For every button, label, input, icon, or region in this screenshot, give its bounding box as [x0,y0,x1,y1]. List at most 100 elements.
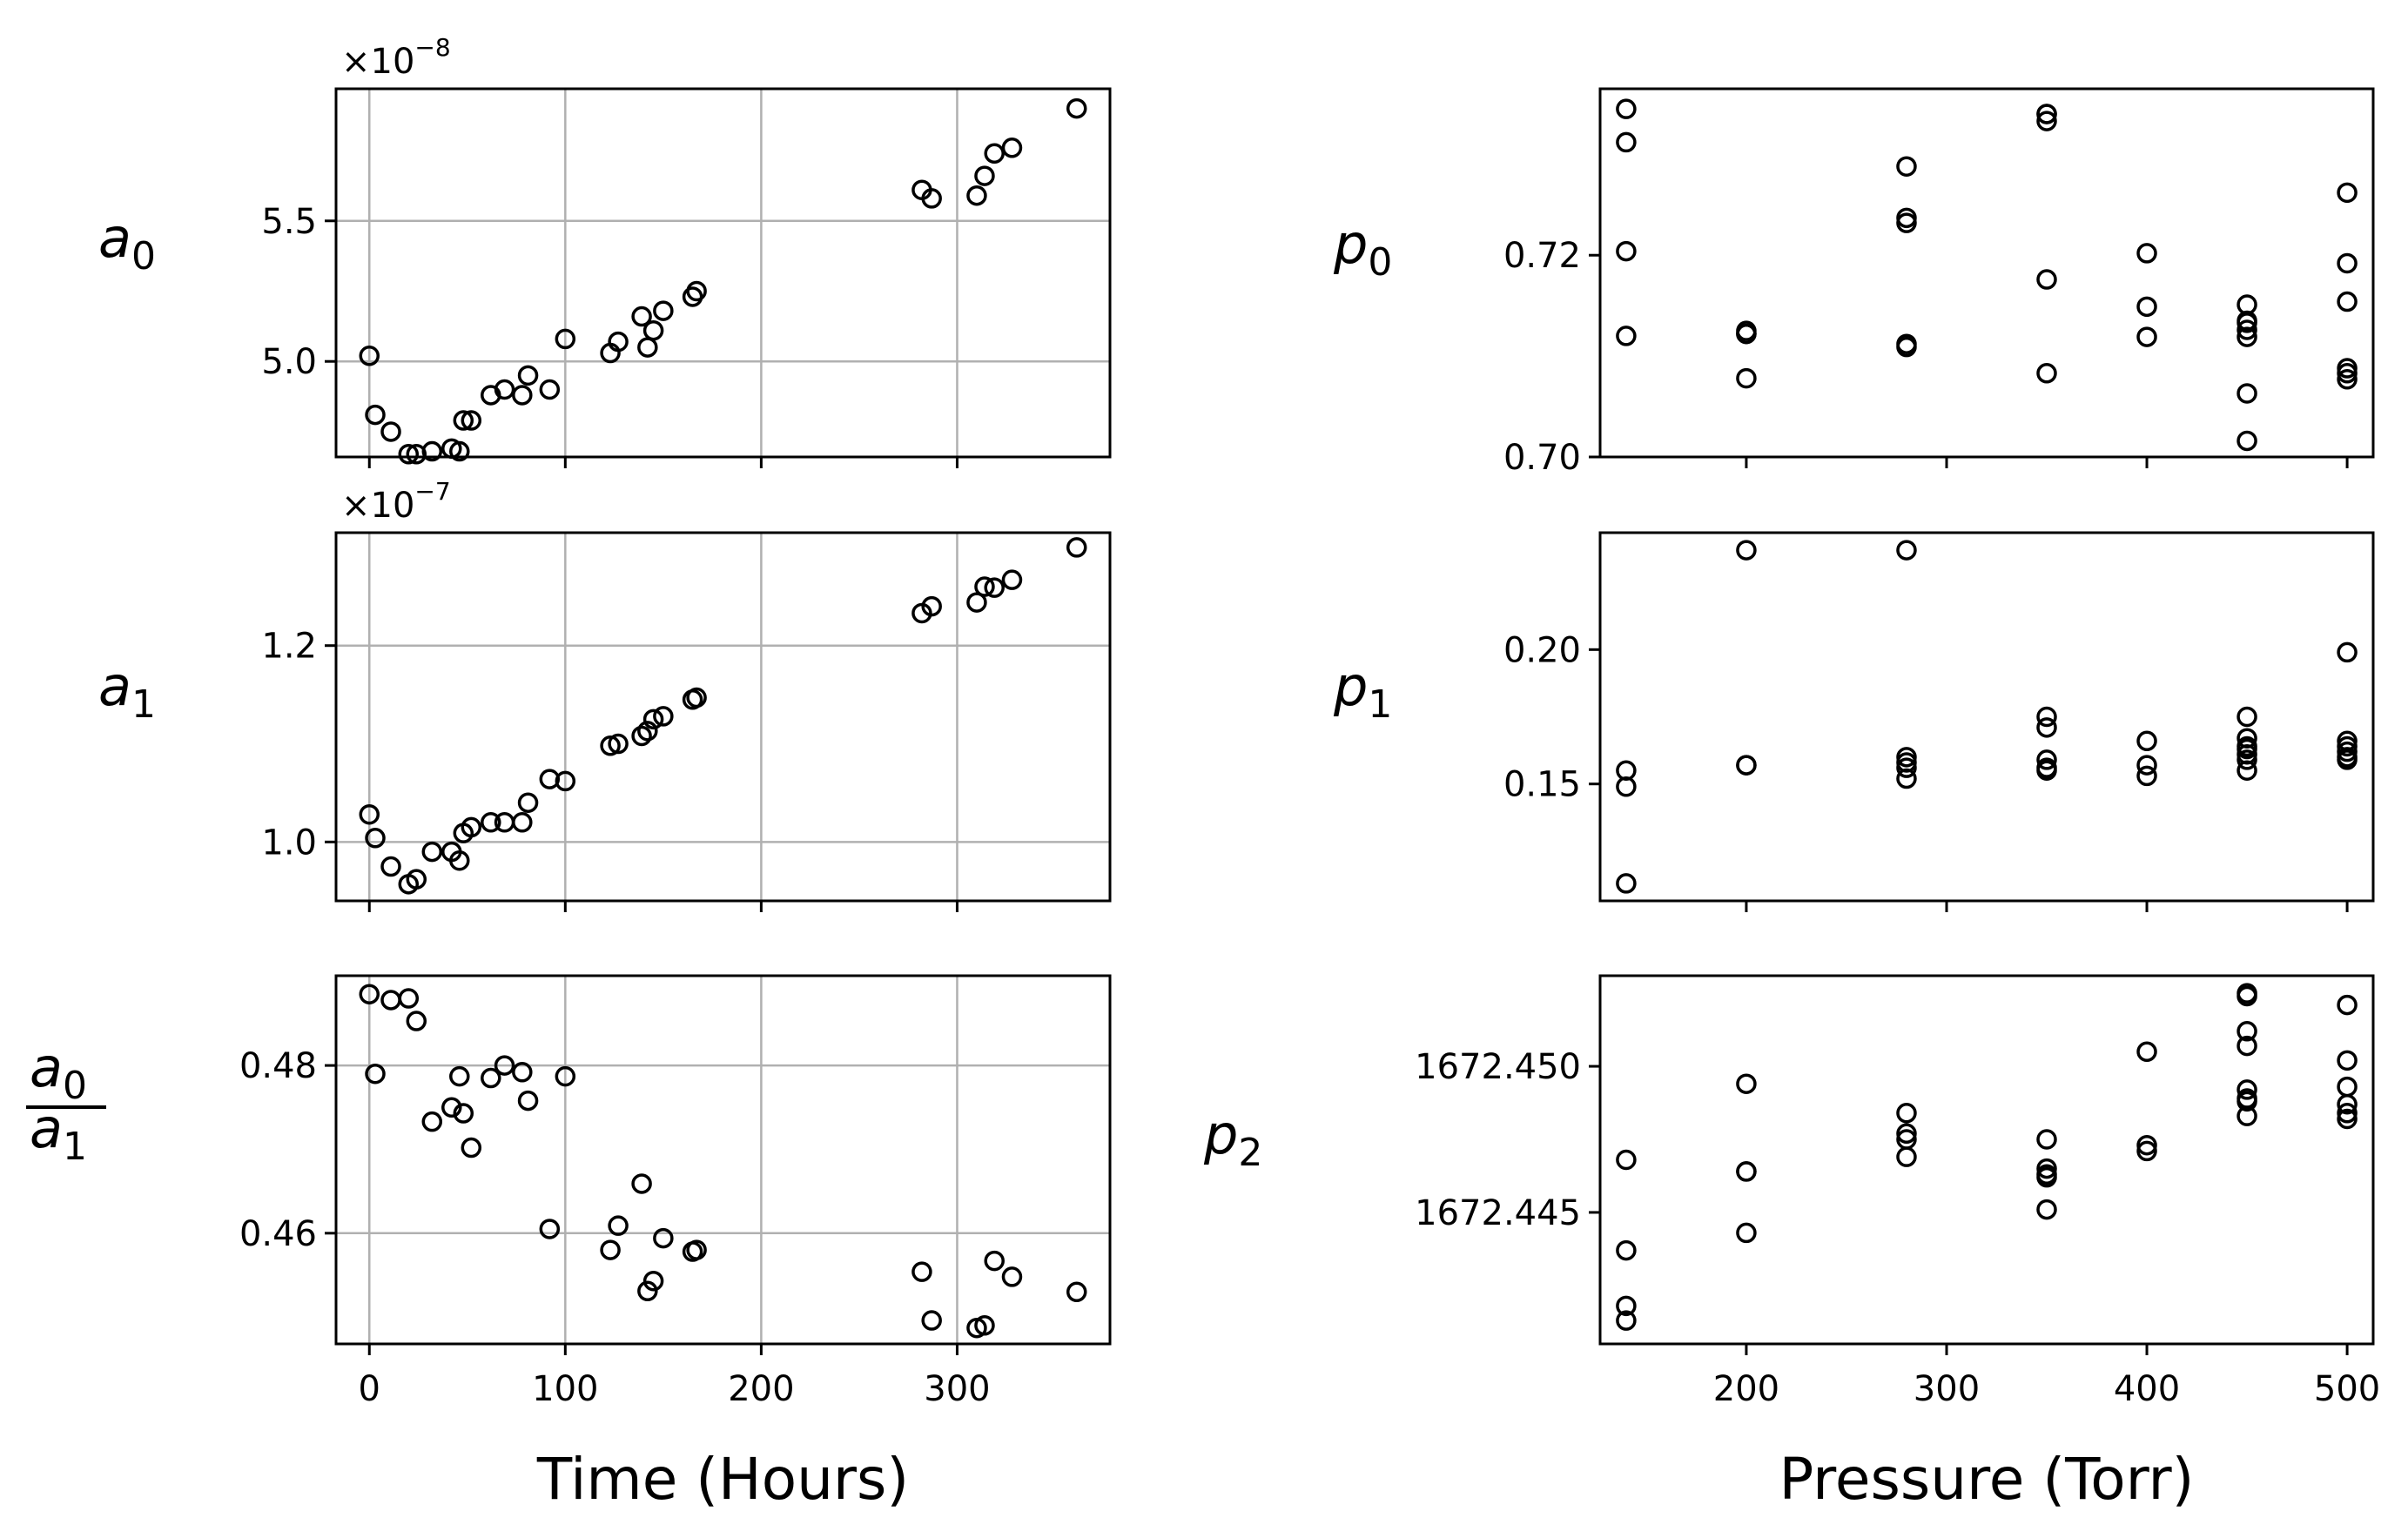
data-point [481,812,501,833]
numerator-subscript: 0 [63,1064,87,1108]
data-point [1736,367,1757,389]
data-point [1896,747,1917,768]
data-point [1001,138,1023,158]
data-point [2236,383,2257,404]
y-tick-label: 1672.445 [1415,1193,1581,1233]
data-point [2136,755,2157,776]
y-label-subscript: 0 [1368,240,1392,285]
data-point [2236,706,2257,728]
data-point [555,1065,576,1087]
data-point [1896,336,1917,358]
denominator-subscript: 1 [63,1125,87,1169]
data-point [494,1055,515,1076]
data-point [1616,1239,1637,1261]
data-point [2036,1164,2057,1185]
data-point [686,280,707,302]
data-point [1896,212,1917,233]
y-tick-label: 0.46 [239,1214,317,1254]
y-tick-label: 5.0 [261,342,317,382]
data-point [637,1280,658,1302]
data-point [2036,706,2057,728]
data-point [365,828,386,849]
data-point [1001,1266,1023,1287]
data-point [453,1103,474,1124]
data-point [1616,131,1637,153]
offset-label: ×10−7 [341,477,451,526]
data-point [631,306,652,327]
data-point [1066,537,1087,558]
data-point [984,1250,1005,1272]
y-label-subscript: 1 [131,682,156,727]
data-point [2136,730,2157,752]
data-point [421,440,443,462]
x-tick-label: 400 [2114,1369,2180,1409]
x-tick-label: 500 [2314,1369,2380,1409]
data-point [2337,994,2358,1016]
subplot-p2: 200 300 400 500 1672.445 1672.450 p2 Pressure (… [1203,974,2380,1513]
data-point [2036,363,2057,384]
data-point [2136,296,2157,318]
offset-label: ×10−8 [341,33,451,82]
data-point [2036,1199,2057,1220]
data-point [2236,1105,2257,1126]
data-point [921,188,942,209]
y-tick-label: 0.20 [1503,630,1581,670]
offset-exponent: −7 [414,477,450,506]
data-point [974,1315,995,1336]
data-point [512,812,533,833]
data-point [1896,1146,1917,1167]
data-point [600,1239,621,1260]
data-point [1616,326,1637,346]
data-point [984,577,1005,598]
data-point [461,410,482,431]
data-point [2036,1158,2057,1179]
data-point [1066,1281,1087,1303]
data-point [2337,1108,2358,1130]
y-tick-label: 1.2 [261,627,317,667]
x-tick-label: 0 [359,1369,380,1409]
y-axis-label: a0 [98,206,156,279]
data-point [449,850,470,871]
data-point [2236,1079,2257,1100]
data-point [2337,363,2358,384]
y-label-symbol: a [98,206,131,270]
data-point [1066,97,1087,119]
data-point [2236,760,2257,782]
subplot-p0: 0.70 0.72 p0 [1333,87,2375,478]
data-point [2236,310,2257,332]
x-tick-label: 200 [728,1369,794,1409]
x-tick-label: 300 [1914,1369,1980,1409]
data-point [539,1219,561,1239]
data-point [380,856,401,877]
data-point [974,576,995,597]
data-point [1896,1123,1917,1145]
axes-frame [1598,531,2375,903]
data-point [1736,1161,1757,1182]
data-point [2337,291,2358,312]
offset-exponent: −8 [414,33,450,62]
axes-frame [1598,974,2375,1346]
data-point [449,440,470,462]
data-point [481,1067,501,1089]
data-point [1896,768,1917,789]
data-point [608,733,629,755]
data-point [2236,735,2257,757]
data-point [398,444,420,465]
data-point [2337,1050,2358,1071]
data-point [2036,749,2057,770]
data-point [631,1173,652,1194]
data-point [2337,735,2358,757]
data-point [365,404,386,426]
data-point [1896,156,1917,177]
x-tick-label: 100 [532,1369,598,1409]
data-point [1616,240,1637,262]
data-point [2136,243,2157,264]
data-point [461,816,482,838]
data-point [1736,323,1757,345]
data-point [2036,757,2057,778]
y-label-symbol: p [1333,655,1368,718]
data-point [2236,985,2257,1007]
data-point [2337,741,2358,762]
x-axis-label: Time (Hours) [536,1446,909,1513]
